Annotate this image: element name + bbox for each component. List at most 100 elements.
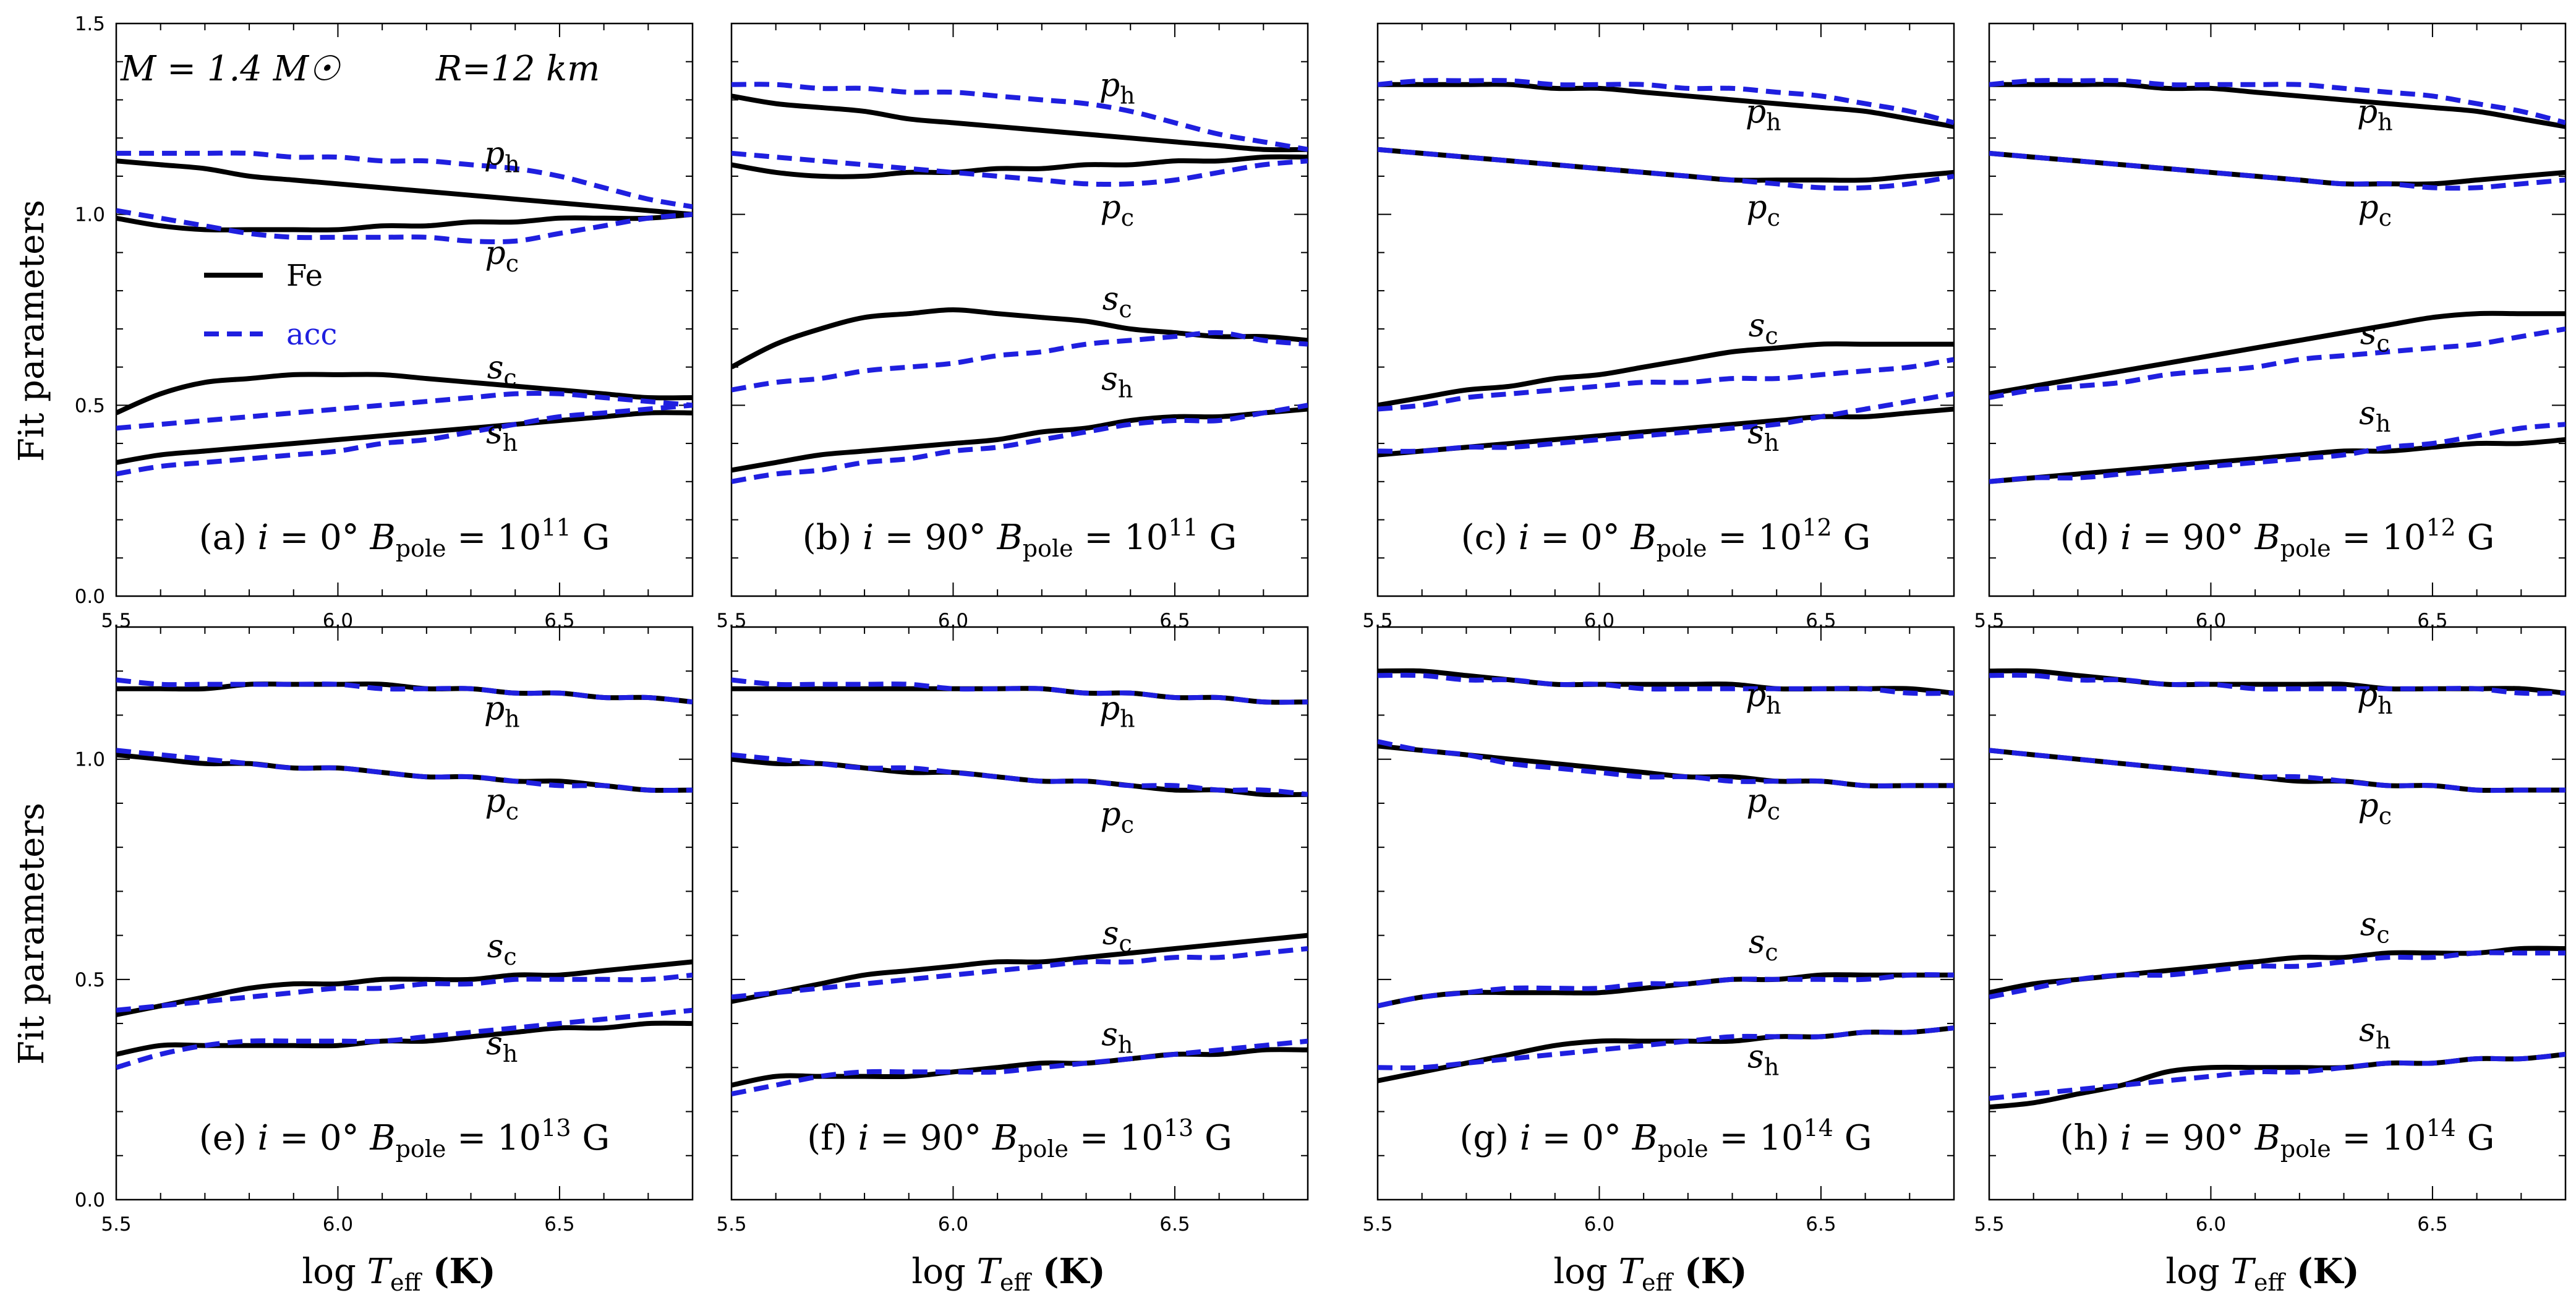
series-line-acc-p_h xyxy=(116,677,693,705)
y-axis-label-bottom: Fit parameters xyxy=(12,803,52,1065)
series-line-acc-p_h xyxy=(1989,78,2565,126)
y-axis-label-top: Fit parameters xyxy=(12,200,52,462)
series-line-fe-s_h xyxy=(731,406,1308,473)
series-line-fe-s_h xyxy=(1378,1025,1954,1083)
series-line-acc-p_c xyxy=(1989,748,2565,793)
series-group xyxy=(1989,668,2565,1110)
curve-label-sh: sh xyxy=(1101,1017,1133,1059)
panel-caption: (h) i = 90° Bpole = 1014 G xyxy=(2060,1114,2495,1163)
curve-label-sc: sc xyxy=(1102,281,1132,323)
series-line-acc-s_h xyxy=(731,403,1308,484)
curve-label-sh: sh xyxy=(1101,361,1133,403)
series-line-acc-s_c xyxy=(1989,326,2565,400)
series-line-fe-p_c xyxy=(1378,743,1954,788)
curve-label-ph: ph xyxy=(2357,677,2393,719)
curve-label-sc: sc xyxy=(1102,915,1132,957)
series-line-acc-p_c xyxy=(731,752,1308,797)
series-line-acc-s_c xyxy=(1989,950,2565,1000)
panel-g: 5.5 6.0 6.5 ph pc sc sh (g) i = 0° Bpole = 1014… xyxy=(1362,626,1955,1236)
curve-label-sc: sc xyxy=(487,928,517,970)
curve-label-sh: sh xyxy=(1747,414,1779,456)
series-group xyxy=(731,677,1308,1096)
panel-frame xyxy=(730,22,1309,597)
series-line-acc-p_h xyxy=(731,677,1308,705)
series-line-acc-p_c xyxy=(116,208,693,245)
series-line-acc-s_h xyxy=(731,1038,1308,1096)
series-line-fe-s_c xyxy=(731,933,1308,1004)
panel-h: 5.5 6.0 6.5 ph pc sc sh (h) i = 90° Bpole = 101… xyxy=(1974,626,2567,1236)
panel-caption: (f) i = 90° Bpole = 1013 G xyxy=(807,1114,1232,1163)
panel-caption: (b) i = 90° Bpole = 1011 G xyxy=(803,514,1237,562)
series-group xyxy=(116,150,693,477)
svg-text:log Teff (K): log Teff (K) xyxy=(1553,1251,1747,1296)
series-line-fe-s_c xyxy=(1378,341,1954,408)
curve-label-pc: pc xyxy=(1100,796,1134,839)
curve-label-sc: sc xyxy=(487,349,517,391)
series-line-fe-p_c xyxy=(1989,748,2565,793)
x-tick-label: 6.5 xyxy=(1159,1213,1190,1236)
legend-acc-label: acc xyxy=(286,317,337,352)
y-tick-label: 1.5 xyxy=(75,13,105,35)
panel-caption: (e) i = 0° Bpole = 1013 G xyxy=(199,1114,610,1163)
series-line-fe-p_h xyxy=(116,158,693,217)
curve-label-pc: pc xyxy=(485,235,519,277)
y-tick-label: 0.0 xyxy=(75,586,105,608)
curve-label-ph: ph xyxy=(1099,67,1135,109)
x-tick-label: 5.5 xyxy=(1362,1213,1392,1236)
legend: Fe acc xyxy=(204,258,337,352)
y-tick-label: 1.0 xyxy=(75,749,105,771)
curve-label-ph: ph xyxy=(484,135,520,177)
series-line-fe-s_h xyxy=(1989,437,2565,484)
panel-frame xyxy=(115,626,694,1201)
curve-label-pc: pc xyxy=(1100,189,1134,231)
curve-label-sh: sh xyxy=(1747,1038,1779,1080)
curve-label-ph: ph xyxy=(1746,677,1781,719)
series-line-acc-s_c xyxy=(731,946,1308,1000)
series-line-acc-s_c xyxy=(1378,972,1954,1009)
series-line-acc-p_c xyxy=(1989,150,2565,191)
series-line-fe-s_c xyxy=(116,372,693,416)
series-line-acc-p_h xyxy=(1989,672,2565,696)
panel-frame xyxy=(115,22,694,597)
series-line-acc-s_c xyxy=(731,330,1308,393)
series-line-fe-s_c xyxy=(731,307,1308,370)
series-line-fe-p_h xyxy=(731,93,1308,153)
series-line-acc-p_c xyxy=(731,150,1308,187)
y-tick-label: 0.5 xyxy=(75,969,105,991)
x-tick-label: 6.0 xyxy=(1584,1213,1614,1236)
series-line-acc-s_h xyxy=(1989,1051,2565,1101)
panel-frame xyxy=(1376,626,1955,1201)
curve-label-sc: sc xyxy=(1749,307,1778,349)
series-line-acc-s_h xyxy=(116,403,693,477)
x-tick-label: 5.5 xyxy=(716,1213,746,1236)
series-line-acc-s_c xyxy=(116,972,693,1013)
svg-text:log Teff (K): log Teff (K) xyxy=(2165,1251,2359,1296)
header-radius-text: R=12 km xyxy=(435,49,600,89)
x-axis-label-3: log Teff (K) xyxy=(1553,1251,1747,1296)
curve-label-sh: sh xyxy=(2359,395,2390,437)
x-tick-label: 6.0 xyxy=(323,1213,353,1236)
panel-e: 5.5 6.0 6.5 0.0 0.5 1.0 ph pc sc sh (e) i = 0° Bpo… xyxy=(75,626,694,1236)
curve-label-sh: sh xyxy=(2359,1012,2390,1054)
panel-frame xyxy=(1988,22,2567,597)
panel-frame xyxy=(1376,22,1955,597)
curve-label-pc: pc xyxy=(2358,787,2392,829)
series-line-acc-s_c xyxy=(116,391,693,431)
y-tick-label: 0.5 xyxy=(75,395,105,417)
x-axis-label-1: log Teff (K) xyxy=(302,1251,495,1296)
series-line-acc-p_h xyxy=(731,82,1308,152)
x-tick-label: 5.5 xyxy=(1974,1213,2004,1236)
series-line-acc-p_c xyxy=(1378,147,1954,191)
curve-label-sc: sc xyxy=(2360,907,2390,949)
header-mass-text: M = 1.4 M☉ xyxy=(120,49,341,89)
series-line-acc-s_c xyxy=(1378,357,1954,412)
series-line-acc-s_h xyxy=(1989,422,2565,484)
svg-text:log Teff (K): log Teff (K) xyxy=(302,1251,495,1296)
x-tick-label: 6.0 xyxy=(2196,1213,2226,1236)
panel-caption: (g) i = 0° Bpole = 1014 G xyxy=(1460,1114,1872,1163)
series-group xyxy=(1378,78,1954,458)
